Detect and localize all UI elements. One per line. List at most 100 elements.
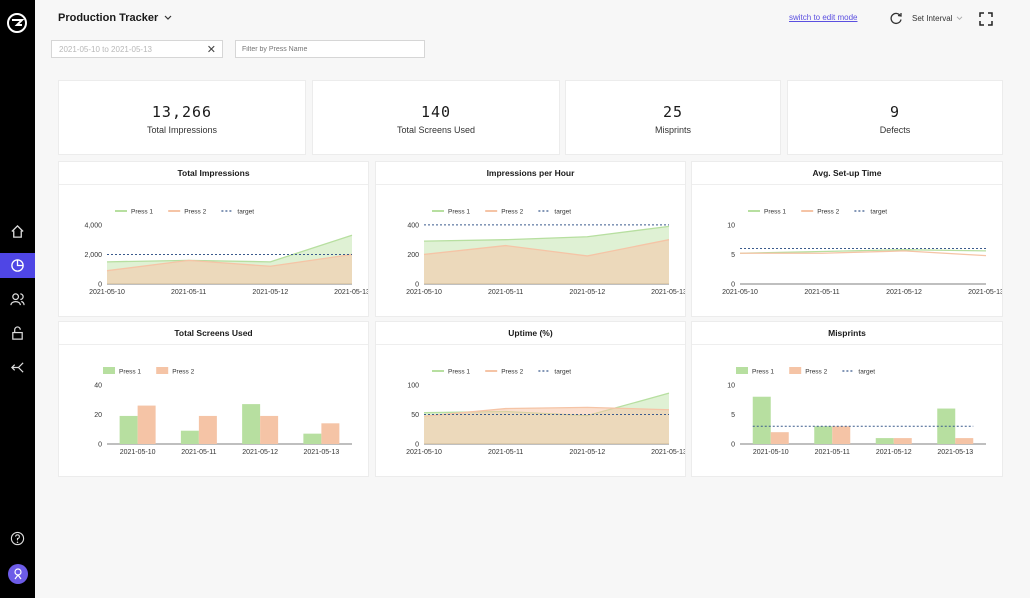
x-tick-label: 2021-05-10 bbox=[406, 289, 442, 296]
chart-avg-setup-time: Press 1 Press 2 target05102021-05-10 2021-0… bbox=[692, 184, 1002, 316]
chart-card: Avg. Set-up Time Press 1 Press 2 target 0 5 1… bbox=[691, 161, 1003, 317]
avatar[interactable] bbox=[5, 561, 30, 586]
x-tick-label: 2021-05-10 bbox=[89, 289, 125, 296]
y-tick-label: 5 bbox=[731, 412, 735, 419]
chart-title: Uptime (%) bbox=[376, 322, 685, 345]
y-tick-label: 0 bbox=[98, 442, 102, 449]
x-tick-label: 2021-05-11 bbox=[815, 449, 850, 456]
x-tick-label: 2021-05-12 bbox=[569, 289, 605, 296]
share-icon[interactable] bbox=[5, 355, 30, 380]
chart-misprints: Press 1 Press 2 target 0 5 10 2021-05-10 2021-0… bbox=[692, 344, 1002, 476]
bar bbox=[832, 426, 850, 444]
y-tick-label: 40 bbox=[94, 382, 102, 389]
x-tick-label: 2021-05-12 bbox=[569, 449, 605, 456]
chart-total-impressions: Press 1 Press 2 target 0 2,000 4,000 2021-05-1… bbox=[59, 184, 368, 316]
chart-card: Uptime (%) Press 1 Press 2 target 0 50 100 202… bbox=[375, 321, 686, 477]
kpi-label: Defects bbox=[788, 125, 1002, 135]
x-tick-label: 2021-05-11 bbox=[171, 289, 206, 296]
chart-card: Misprints Press 1 Press 2 target 0 5 10 2021-0… bbox=[691, 321, 1003, 477]
dashboard-selector[interactable]: Production Tracker bbox=[58, 12, 172, 24]
chart-card: Total Screens Used Press 1 Press 2 0 20 40 20… bbox=[58, 321, 369, 477]
bar bbox=[894, 438, 912, 444]
chart-card: Impressions per Hour Press 1 Press 2 targe… bbox=[375, 161, 686, 317]
bar bbox=[260, 416, 278, 444]
kpi-card-misprints: 25 Misprints bbox=[565, 80, 781, 155]
bar bbox=[138, 406, 156, 444]
x-tick-label: 2021-05-11 bbox=[804, 289, 839, 296]
set-interval-dropdown[interactable]: Set Interval bbox=[912, 14, 963, 23]
chart-total-screens-used: Press 1 Press 2 0 20 40 2021-05-10 2021-05-11 2… bbox=[59, 344, 368, 476]
dashboard-icon[interactable] bbox=[0, 253, 35, 278]
bar bbox=[120, 416, 138, 444]
legend-label: Press 1 bbox=[752, 369, 774, 376]
x-tick-label: 2021-05-10 bbox=[120, 449, 156, 456]
bar bbox=[955, 438, 973, 444]
legend-label: Press 1 bbox=[448, 209, 470, 216]
kpi-value: 9 bbox=[788, 103, 1002, 121]
home-icon[interactable] bbox=[5, 219, 30, 244]
x-tick-label: 2021-05-13 bbox=[303, 449, 339, 456]
legend-label: Press 2 bbox=[501, 209, 523, 216]
y-tick-label: 0 bbox=[415, 442, 419, 449]
x-tick-label: 2021-05-10 bbox=[722, 289, 758, 296]
y-tick-label: 0 bbox=[731, 442, 735, 449]
kpi-label: Total Screens Used bbox=[313, 125, 559, 135]
legend-label: Press 1 bbox=[119, 369, 141, 376]
date-range-value: 2021-05-10 to 2021-05-13 bbox=[59, 45, 152, 54]
bar bbox=[771, 432, 789, 444]
y-tick-label: 10 bbox=[727, 382, 735, 389]
date-range-picker[interactable]: 2021-05-10 to 2021-05-13 ✕ bbox=[51, 40, 223, 58]
chart-title: Impressions per Hour bbox=[376, 162, 685, 185]
legend-label: target bbox=[554, 369, 571, 376]
x-tick-label: 2021-05-11 bbox=[488, 289, 523, 296]
x-tick-label: 2021-05-13 bbox=[334, 289, 368, 296]
lock-icon[interactable] bbox=[5, 321, 30, 346]
legend-label: target bbox=[870, 209, 887, 216]
legend-label: Press 2 bbox=[805, 369, 827, 376]
press-name-filter-input[interactable] bbox=[235, 40, 425, 58]
logo-icon[interactable] bbox=[6, 12, 28, 34]
kpi-value: 13,266 bbox=[59, 103, 305, 121]
bar bbox=[321, 423, 339, 444]
fullscreen-icon[interactable] bbox=[979, 12, 993, 26]
kpi-card-defects: 9 Defects bbox=[787, 80, 1003, 155]
legend-label: Press 1 bbox=[448, 369, 470, 376]
legend-label: Press 2 bbox=[172, 369, 194, 376]
legend-label: target bbox=[237, 209, 254, 216]
y-tick-label: 0 bbox=[415, 282, 419, 289]
help-icon[interactable] bbox=[5, 526, 30, 551]
x-tick-label: 2021-05-12 bbox=[252, 289, 288, 296]
legend-label: Press 1 bbox=[131, 209, 153, 216]
kpi-card-total-screens: 140 Total Screens Used bbox=[312, 80, 560, 155]
bar bbox=[814, 426, 832, 444]
chart-title: Total Screens Used bbox=[59, 322, 368, 345]
chart-impressions-per-hour: Press 1 Press 2 target 0 200 400 2021-05-10 202… bbox=[376, 184, 685, 316]
bar bbox=[242, 404, 260, 444]
bar bbox=[199, 416, 217, 444]
legend-label: Press 2 bbox=[817, 209, 839, 216]
x-tick-label: 2021-05-10 bbox=[406, 449, 442, 456]
x-tick-label: 2021-05-12 bbox=[242, 449, 278, 456]
y-tick-label: 400 bbox=[407, 222, 419, 229]
y-tick-label: 100 bbox=[407, 382, 419, 389]
refresh-icon[interactable] bbox=[889, 11, 903, 25]
x-tick-label: 2021-05-11 bbox=[181, 449, 216, 456]
chart-card: Total Impressions Press 1 Press 2 target 0 2… bbox=[58, 161, 369, 317]
legend-swatch bbox=[789, 367, 801, 374]
close-icon[interactable]: ✕ bbox=[207, 43, 216, 56]
legend-swatch bbox=[736, 367, 748, 374]
y-tick-label: 0 bbox=[98, 282, 102, 289]
main-content: Production Tracker switch to edit mode S… bbox=[35, 0, 1030, 598]
y-tick-label: 5 bbox=[731, 252, 735, 259]
legend-label: Press 2 bbox=[184, 209, 206, 216]
users-icon[interactable] bbox=[5, 287, 30, 312]
legend-label: target bbox=[554, 209, 571, 216]
switch-edit-mode-link[interactable]: switch to edit mode bbox=[789, 13, 857, 22]
x-tick-label: 2021-05-10 bbox=[753, 449, 789, 456]
y-tick-label: 50 bbox=[411, 412, 419, 419]
kpi-label: Misprints bbox=[566, 125, 780, 135]
chevron-down-icon bbox=[956, 16, 963, 21]
y-tick-label: 2,000 bbox=[84, 252, 102, 259]
bar bbox=[753, 397, 771, 444]
bar bbox=[303, 434, 321, 444]
